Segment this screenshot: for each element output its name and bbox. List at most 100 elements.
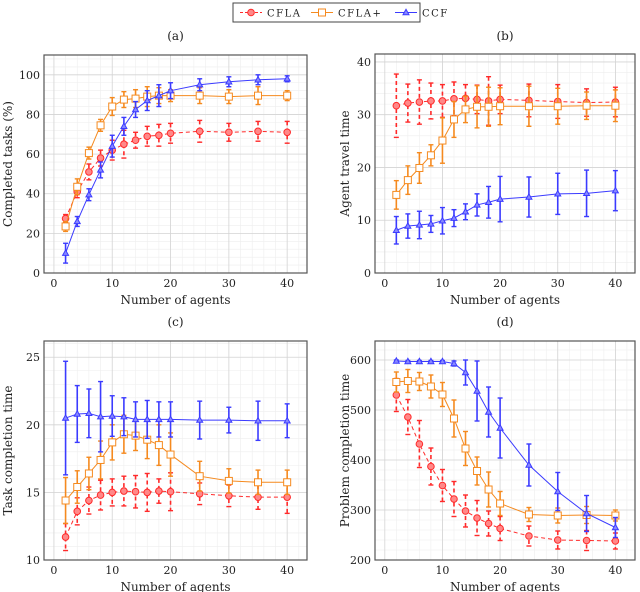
y-tick-label: 10	[26, 554, 40, 567]
data-point	[392, 226, 401, 233]
data-point	[438, 216, 447, 224]
data-point	[61, 248, 70, 256]
data-point	[96, 121, 105, 130]
x-tick-label: 0	[381, 564, 388, 577]
y-tick-label: 25	[26, 351, 40, 364]
data-point	[582, 536, 591, 545]
data-point	[392, 378, 401, 386]
x-tick-label: 0	[50, 564, 57, 577]
data-point	[85, 190, 93, 198]
data-point	[73, 507, 82, 516]
data-point	[108, 141, 117, 149]
data-point	[283, 478, 292, 487]
data-point	[61, 533, 70, 541]
legend-label: CFLA	[267, 9, 301, 20]
data-point	[254, 478, 263, 487]
data-point	[611, 186, 620, 194]
series-ccf	[392, 356, 620, 539]
data-point	[404, 357, 412, 365]
series-ccf	[392, 169, 620, 245]
series-line	[65, 490, 288, 538]
panel-label: (c)	[167, 315, 183, 329]
data-point	[415, 98, 424, 106]
y-tick-label: 15	[26, 486, 40, 499]
data-point	[73, 217, 82, 225]
data-point	[473, 467, 482, 475]
data-point	[85, 496, 93, 505]
data-point	[496, 524, 504, 533]
plot-area	[44, 55, 307, 273]
data-point	[195, 127, 204, 136]
panel-label: (a)	[167, 29, 184, 43]
data-point	[143, 415, 152, 423]
data-point	[484, 198, 493, 205]
series-cfla-plus	[392, 368, 620, 525]
y-tick-label: 30	[357, 109, 371, 122]
data-point	[84, 469, 93, 478]
panel-d: 0 10 20 30 40 200 300 400 500 600 Number of agents…	[338, 315, 636, 592]
y-tick-label: 40	[26, 188, 40, 201]
y-tick-label: 80	[26, 108, 40, 121]
data-point	[611, 537, 620, 545]
data-point	[438, 136, 447, 145]
data-point	[195, 80, 204, 88]
data-point	[195, 472, 204, 481]
data-point	[415, 357, 424, 365]
data-point	[525, 192, 533, 200]
y-tick-label: 300	[350, 504, 371, 517]
y-tick-label: 500	[350, 404, 371, 417]
data-point	[131, 487, 140, 496]
data-point	[427, 357, 435, 365]
data-point	[155, 487, 163, 495]
x-tick-label: 20	[493, 277, 507, 290]
legend-label: CCF	[422, 9, 449, 20]
x-tick-label: 10	[105, 564, 119, 577]
y-tick-label: 100	[19, 69, 40, 82]
data-point	[225, 128, 233, 137]
data-point	[611, 523, 620, 531]
x-tick-label: 30	[551, 277, 565, 290]
series-line	[395, 394, 616, 542]
y-tick-label: 200	[350, 554, 371, 567]
data-point	[120, 122, 128, 130]
data-point	[484, 407, 493, 415]
y-tick-label: 60	[26, 148, 40, 161]
y-axis-label: Problem completion time	[338, 374, 352, 527]
legend: CFLA CFLA+ CCF	[232, 2, 449, 23]
data-point	[84, 149, 93, 158]
data-point	[85, 409, 93, 417]
data-point	[426, 382, 435, 391]
data-point	[108, 488, 117, 497]
data-point	[450, 495, 458, 503]
data-point	[525, 532, 533, 540]
data-point	[61, 222, 70, 231]
data-point	[155, 131, 163, 140]
data-point	[119, 95, 128, 104]
data-point	[438, 390, 447, 399]
data-point	[392, 101, 401, 110]
data-point	[553, 102, 562, 111]
data-point	[143, 488, 152, 497]
data-point	[461, 105, 470, 114]
data-point	[224, 476, 233, 485]
series-cfla	[392, 377, 620, 552]
axes-frame	[43, 54, 308, 274]
data-point	[254, 75, 262, 83]
x-axis-label: Number of agents	[120, 293, 230, 307]
data-point	[73, 483, 82, 491]
data-point	[166, 129, 175, 138]
y-tick-label: 0	[33, 267, 40, 280]
x-tick-label: 10	[435, 564, 449, 577]
data-point	[438, 357, 447, 365]
series-line	[65, 130, 288, 219]
plot-area	[44, 341, 307, 560]
data-point	[582, 509, 591, 517]
data-point	[553, 189, 562, 197]
series-cfla	[61, 119, 291, 224]
data-point	[166, 487, 175, 496]
data-point	[283, 416, 292, 424]
data-point	[283, 91, 292, 100]
series-ccf	[61, 74, 292, 264]
legend-label: CFLA+	[338, 9, 382, 20]
